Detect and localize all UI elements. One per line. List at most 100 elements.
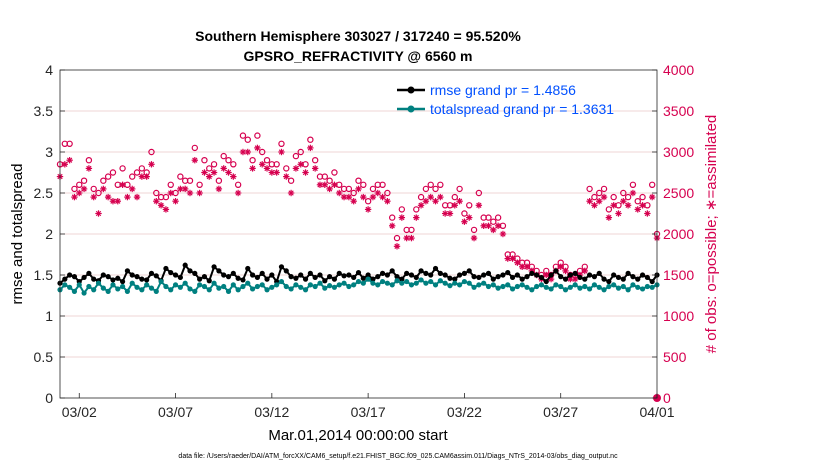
asterisk-stroke — [509, 255, 516, 262]
obs-possible-point — [220, 152, 227, 160]
spread-point — [240, 283, 246, 290]
rmse-point — [428, 272, 434, 278]
asterisk-stroke — [582, 268, 588, 274]
rmse-point — [144, 277, 150, 283]
obs-assimilated-point — [172, 198, 179, 205]
rmse-point — [553, 268, 559, 274]
obs-assimilated-point — [244, 148, 251, 156]
obs-assimilated-point — [360, 193, 367, 201]
asterisk-stroke — [91, 194, 97, 200]
rmse-point — [302, 276, 309, 282]
obs-possible-point — [100, 177, 107, 184]
asterisk-stroke — [418, 202, 424, 208]
asterisk-stroke — [471, 235, 477, 241]
asterisk-stroke — [283, 173, 289, 180]
asterisk-stroke — [346, 194, 352, 200]
spread-point — [500, 283, 506, 290]
obs-assimilated-point — [624, 202, 632, 209]
y-tick-label-right: 3500 — [663, 103, 694, 119]
spread-point — [201, 283, 208, 290]
spread-point — [259, 282, 265, 288]
rmse-point — [288, 274, 294, 280]
rmse-point — [370, 276, 376, 282]
obs-assimilated-point — [470, 234, 478, 242]
obs-possible-point — [648, 181, 656, 188]
asterisk-stroke — [235, 190, 241, 196]
spread-point — [471, 284, 477, 290]
asterisk-stroke — [403, 235, 410, 241]
rmse-point — [586, 272, 593, 278]
asterisk-stroke — [567, 276, 574, 282]
chart-title-line1: Southern Hemisphere 303027 / 317240 = 95… — [195, 28, 521, 44]
obs-possible-point — [494, 214, 502, 221]
obs-assimilated-point — [591, 202, 598, 209]
asterisk-stroke — [254, 145, 261, 151]
obs-assimilated-point — [153, 198, 160, 205]
obs-possible-point — [360, 181, 367, 188]
obs-possible-point — [398, 206, 406, 213]
obs-assimilated-point — [446, 210, 454, 217]
asterisk-stroke — [66, 157, 73, 163]
rmse-point — [394, 274, 400, 280]
spread-point — [596, 284, 602, 290]
rmse-point — [346, 272, 352, 278]
rmse-point — [307, 270, 313, 276]
spread-point — [466, 280, 472, 286]
spread-point — [360, 280, 366, 286]
rmse-point — [177, 274, 183, 281]
y-tick-label-left: 2 — [45, 226, 53, 242]
obs-assimilated-point — [509, 255, 516, 262]
obs-assimilated-point — [514, 259, 521, 266]
obs-assimilated-point — [600, 193, 608, 201]
obs-assimilated-point — [562, 267, 569, 275]
obs-possible-point — [393, 234, 401, 242]
asterisk-stroke — [172, 198, 179, 204]
obs-possible-point — [456, 185, 463, 193]
obs-assimilated-point — [456, 198, 463, 205]
obs-assimilated-point — [398, 214, 406, 221]
obs-possible-point — [153, 189, 160, 197]
obs-assimilated-point — [191, 157, 199, 164]
spread-point — [312, 283, 318, 290]
obs-possible-point — [263, 156, 271, 164]
rmse-point — [399, 276, 405, 282]
asterisk-stroke — [625, 202, 631, 208]
obs-assimilated-point — [355, 185, 362, 193]
obs-possible-point — [389, 214, 396, 221]
spread-point — [562, 287, 569, 293]
obs-possible-point — [278, 140, 285, 147]
obs-possible-point — [210, 161, 218, 168]
obs-possible-point — [234, 181, 242, 188]
obs-possible-point — [133, 169, 141, 176]
asterisk-stroke — [225, 169, 232, 176]
asterisk-stroke — [365, 206, 371, 213]
legend-rmse-marker — [407, 86, 415, 94]
asterisk-stroke — [543, 272, 549, 278]
asterisk-stroke — [278, 149, 285, 155]
legend-spread-marker — [407, 105, 415, 113]
obs-assimilated-point — [196, 189, 203, 197]
obs-possible-point — [109, 169, 117, 176]
y-tick-label-left: 3.5 — [34, 103, 54, 119]
rmse-point — [163, 265, 169, 272]
obs-assimilated-point — [393, 243, 401, 250]
obs-assimilated-point — [100, 185, 107, 193]
spread-point — [274, 282, 280, 288]
asterisk-stroke — [331, 182, 338, 188]
asterisk-stroke — [86, 165, 92, 172]
obs-possible-point — [427, 181, 434, 188]
spread-point — [100, 285, 106, 291]
obs-assimilated-point — [384, 198, 391, 205]
rmse-point — [452, 276, 458, 282]
rmse-point — [524, 274, 530, 280]
obs-possible-point — [95, 189, 102, 197]
obs-assimilated-point — [336, 189, 343, 197]
spread-point — [221, 283, 227, 290]
spread-point — [577, 285, 583, 291]
y-tick-label-left: 2.5 — [34, 185, 54, 201]
obs-possible-point — [596, 189, 603, 197]
asterisk-stroke — [71, 194, 78, 200]
spread-point — [408, 282, 415, 288]
spread-point — [601, 287, 607, 293]
spread-point — [172, 282, 179, 288]
